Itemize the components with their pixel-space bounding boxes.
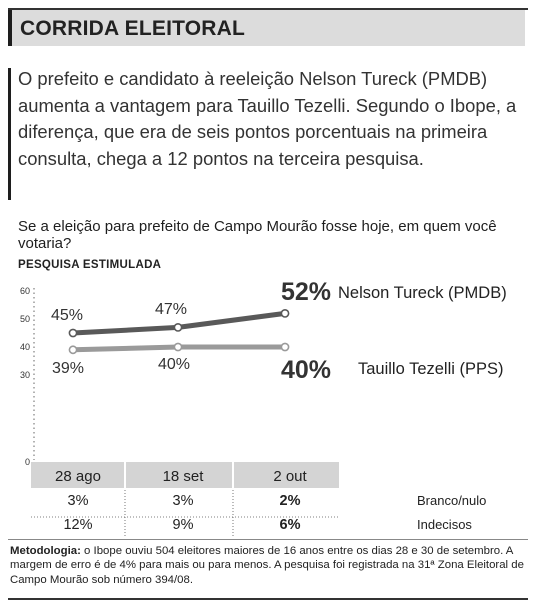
- y-tick-label: 30: [20, 370, 30, 380]
- data-point: [173, 342, 183, 352]
- data-label-highlight: 40%: [281, 356, 331, 384]
- x-tick-label: 2 out: [273, 468, 307, 485]
- x-tick-label: 28 ago: [55, 468, 101, 485]
- line-chart: 0 30 40 50 60 28 ago 18 set 2 out 45% 47% 52% 39% 40…: [20, 278, 507, 538]
- methodology-note: Metodologia: o Ibope ouviu 504 eleitores…: [10, 544, 530, 587]
- y-tick-label: 0: [25, 457, 30, 467]
- header-accent-bar: [8, 10, 12, 46]
- bottom-rule: [8, 598, 528, 600]
- data-label-highlight: 52%: [281, 278, 331, 306]
- table-cell: 3%: [68, 493, 89, 509]
- data-point: [173, 322, 183, 332]
- data-label: 40%: [158, 356, 190, 373]
- y-tick-label: 50: [20, 314, 30, 324]
- x-tick-label: 18 set: [163, 468, 205, 485]
- table-cell: 9%: [173, 517, 194, 533]
- data-label: 39%: [52, 360, 84, 377]
- intro-text: O prefeito e candidato à reeleição Nelso…: [18, 68, 517, 169]
- series-name: Tauillo Tezelli (PPS): [358, 360, 504, 378]
- table-row-label: Indecisos: [417, 517, 472, 532]
- table-cell: 2%: [280, 493, 301, 509]
- category-band: [31, 462, 339, 488]
- table-cell: 3%: [173, 493, 194, 509]
- section-header: CORRIDA ELEITORAL: [8, 10, 525, 46]
- y-tick-label: 60: [20, 286, 30, 296]
- data-point: [68, 345, 78, 355]
- series-name: Nelson Tureck (PMDB): [338, 284, 507, 302]
- table-cell: 6%: [280, 517, 301, 533]
- top-rule: [8, 8, 528, 10]
- data-point: [280, 308, 290, 318]
- table-row-label: Branco/nulo: [417, 493, 486, 508]
- data-label: 47%: [155, 301, 187, 318]
- y-tick-label: 40: [20, 342, 30, 352]
- methodology-label: Metodologia:: [10, 545, 81, 557]
- page-title: CORRIDA ELEITORAL: [20, 17, 246, 40]
- intro-accent-bar: [8, 68, 11, 200]
- table-cell: 12%: [63, 517, 92, 533]
- data-point: [68, 328, 78, 338]
- methodology-text: o Ibope ouviu 504 eleitores maiores de 1…: [10, 545, 524, 586]
- poll-question: Se a eleição para prefeito de Campo Mour…: [18, 218, 497, 252]
- data-point: [280, 342, 290, 352]
- data-label: 45%: [51, 307, 83, 324]
- footer-rule: [8, 539, 528, 540]
- chart-subtitle: PESQUISA ESTIMULADA: [18, 259, 162, 271]
